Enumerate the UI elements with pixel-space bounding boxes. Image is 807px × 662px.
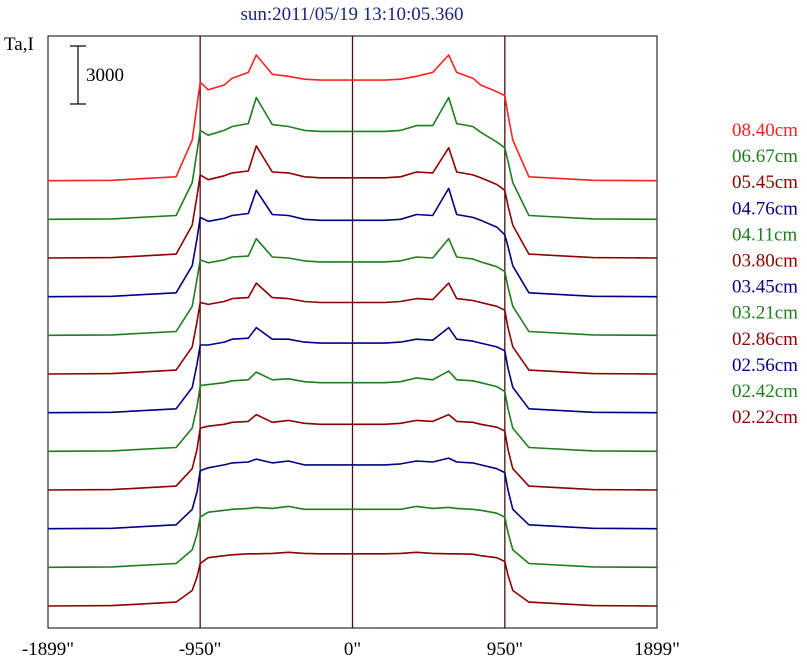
series-line-04.11cm bbox=[47, 237, 658, 337]
legend-item-03.80cm: 03.80cm bbox=[732, 251, 798, 272]
legend-item-04.76cm: 04.76cm bbox=[732, 198, 798, 219]
series-line-05.45cm bbox=[47, 145, 658, 259]
legend: 08.40cm 06.67cm 05.45cm 04.76cm 04.11cm 03.80… bbox=[732, 120, 798, 428]
x-tick-labels: -1899" -950" 0" 950" 1899" bbox=[22, 639, 680, 660]
legend-item-05.45cm: 05.45cm bbox=[732, 172, 798, 193]
legend-item-02.56cm: 02.56cm bbox=[732, 355, 798, 376]
chart-title: sun:2011/05/19 13:10:05.360 bbox=[240, 4, 463, 25]
x-tick-label-3: 950" bbox=[487, 639, 523, 660]
series-line-03.45cm bbox=[47, 326, 658, 414]
scale-bar: 3000 bbox=[70, 45, 124, 105]
series-line-06.67cm bbox=[47, 96, 658, 221]
series-line-03.80cm bbox=[47, 282, 658, 375]
series-line-02.42cm bbox=[47, 505, 658, 569]
series-line-04.76cm bbox=[47, 187, 658, 298]
series-line-02.22cm bbox=[47, 551, 658, 607]
x-tick-label-2: 0" bbox=[344, 639, 361, 660]
scale-bar-label: 3000 bbox=[86, 65, 124, 86]
legend-item-02.22cm: 02.22cm bbox=[732, 407, 798, 428]
legend-item-02.86cm: 02.86cm bbox=[732, 329, 798, 350]
series-line-03.21cm bbox=[47, 370, 658, 453]
legend-item-04.11cm: 04.11cm bbox=[732, 224, 797, 245]
series-lines bbox=[47, 54, 658, 607]
x-tick-label-4: 1899" bbox=[634, 639, 680, 660]
legend-item-08.40cm: 08.40cm bbox=[732, 120, 798, 141]
legend-item-03.21cm: 03.21cm bbox=[732, 303, 798, 324]
legend-item-03.45cm: 03.45cm bbox=[732, 277, 798, 298]
y-axis-label: Ta,I bbox=[4, 34, 34, 55]
legend-item-06.67cm: 06.67cm bbox=[732, 146, 798, 167]
series-line-02.86cm bbox=[47, 413, 658, 491]
x-tick-label-0: -1899" bbox=[22, 639, 74, 660]
series-line-02.56cm bbox=[47, 457, 658, 530]
series-line-08.40cm bbox=[47, 54, 658, 182]
x-tick-label-1: -950" bbox=[179, 639, 222, 660]
legend-item-02.42cm: 02.42cm bbox=[732, 381, 798, 402]
